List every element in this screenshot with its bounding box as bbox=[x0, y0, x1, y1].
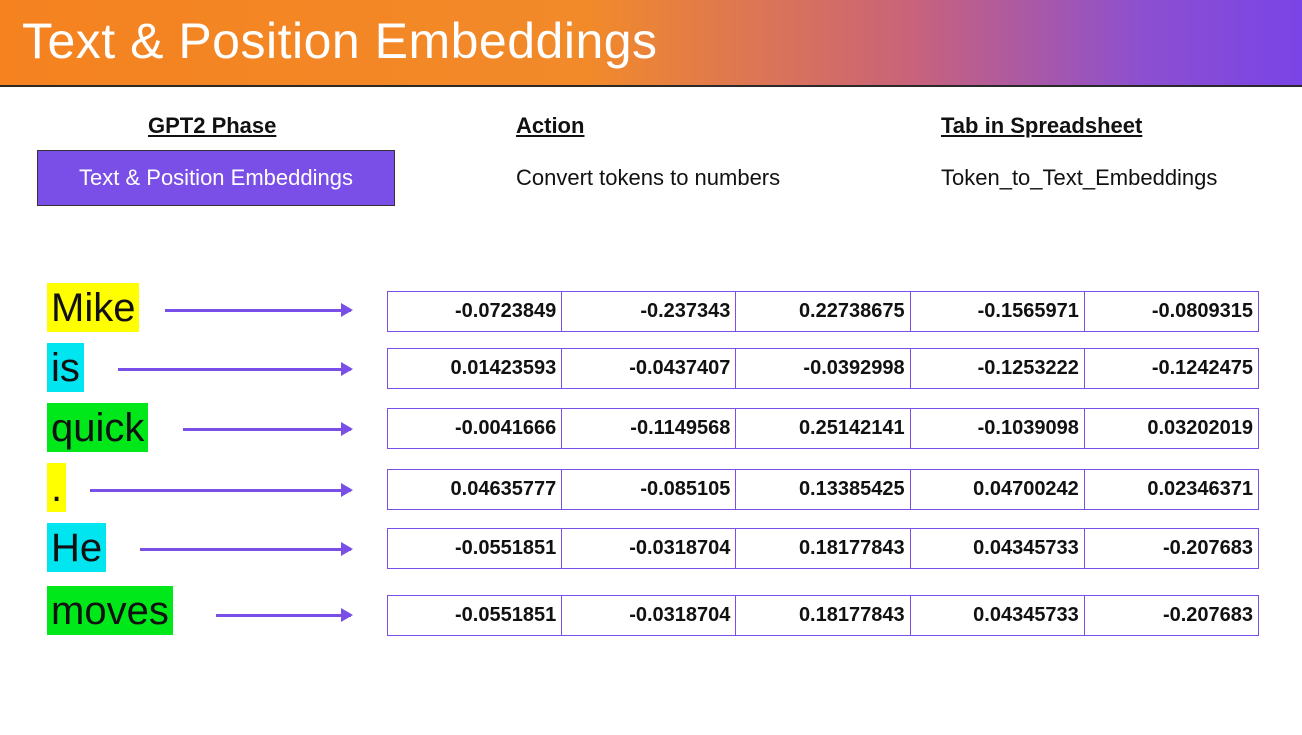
embedding-row-period: 0.04635777 -0.085105 0.13385425 0.047002… bbox=[387, 469, 1259, 510]
embedding-cell: 0.01423593 bbox=[388, 349, 563, 388]
slide-title: Text & Position Embeddings bbox=[22, 13, 658, 69]
embedding-cell: 0.02346371 bbox=[1147, 478, 1254, 500]
phase-box: Text & Position Embeddings bbox=[37, 150, 395, 206]
embedding-row-he: -0.0551851 -0.0318704 0.18177843 0.04345… bbox=[387, 528, 1259, 569]
embedding-cell: 0.18177843 bbox=[736, 596, 911, 635]
embedding-row-is: 0.01423593 -0.0437407 -0.0392998 -0.1253… bbox=[387, 348, 1259, 389]
arrow-right-icon bbox=[118, 362, 353, 376]
header-tab-in-spreadsheet: Tab in Spreadsheet bbox=[941, 113, 1143, 138]
embedding-cell: -0.0437407 bbox=[562, 349, 737, 388]
arrow-right-icon bbox=[165, 303, 353, 317]
token-moves: moves bbox=[47, 586, 173, 635]
token-period: . bbox=[47, 463, 67, 512]
arrow-right-icon bbox=[90, 483, 353, 497]
embedding-cell: -0.085105 bbox=[562, 470, 737, 509]
embedding-cell: -0.1039098 bbox=[911, 409, 1085, 448]
embedding-row-mike: -0.0723849 -0.237343 0.22738675 -0.15659… bbox=[387, 291, 1259, 332]
embedding-row-quick: -0.0041666 -0.1149568 0.25142141 -0.1039… bbox=[387, 408, 1259, 449]
embedding-cell: -0.0723849 bbox=[388, 292, 563, 331]
header-action: Action bbox=[516, 113, 585, 138]
embedding-cell: -0.1149568 bbox=[562, 409, 737, 448]
embedding-cell: 0.22738675 bbox=[736, 292, 911, 331]
embedding-cell: -0.0041666 bbox=[388, 409, 563, 448]
embedding-cell: 0.04635777 bbox=[388, 470, 563, 509]
arrow-right-icon bbox=[216, 608, 353, 622]
embedding-cell: 0.13385425 bbox=[736, 470, 911, 509]
embedding-cell: -0.0551851 bbox=[388, 529, 563, 568]
arrow-right-icon bbox=[140, 542, 353, 556]
action-text: Convert tokens to numbers bbox=[516, 165, 781, 190]
token-is: is bbox=[47, 343, 84, 392]
arrow-right-icon bbox=[183, 422, 353, 436]
phase-label: Text & Position Embeddings bbox=[79, 165, 353, 190]
embedding-cell: -0.207683 bbox=[1162, 604, 1254, 626]
tab-name-text: Token_to_Text_Embeddings bbox=[941, 165, 1218, 190]
embedding-cell: -0.0551851 bbox=[388, 596, 563, 635]
embedding-cell: 0.18177843 bbox=[736, 529, 911, 568]
embedding-cell: 0.04700242 bbox=[911, 470, 1085, 509]
token-he: He bbox=[47, 523, 107, 572]
embedding-cell: -0.207683 bbox=[1162, 537, 1254, 559]
embedding-cell: -0.237343 bbox=[562, 292, 737, 331]
banner-divider bbox=[0, 85, 1302, 87]
embedding-cell: 0.25142141 bbox=[736, 409, 911, 448]
embedding-cell: -0.0809315 bbox=[1151, 300, 1254, 322]
embedding-cell: 0.04345733 bbox=[911, 529, 1085, 568]
embedding-cell: -0.0318704 bbox=[562, 596, 737, 635]
embedding-cell: -0.1253222 bbox=[911, 349, 1085, 388]
token-mike: Mike bbox=[47, 283, 140, 332]
embedding-cell: 0.04345733 bbox=[911, 596, 1085, 635]
embedding-row-moves: -0.0551851 -0.0318704 0.18177843 0.04345… bbox=[387, 595, 1259, 636]
embedding-cell: 0.03202019 bbox=[1147, 417, 1254, 439]
title-banner: Text & Position Embeddings bbox=[0, 0, 1302, 86]
embedding-cell: -0.0318704 bbox=[562, 529, 737, 568]
token-quick: quick bbox=[47, 403, 149, 452]
embedding-cell: -0.1242475 bbox=[1151, 357, 1254, 379]
embedding-cell: -0.1565971 bbox=[911, 292, 1085, 331]
embedding-cell: -0.0392998 bbox=[736, 349, 911, 388]
header-gpt2-phase: GPT2 Phase bbox=[148, 113, 277, 138]
